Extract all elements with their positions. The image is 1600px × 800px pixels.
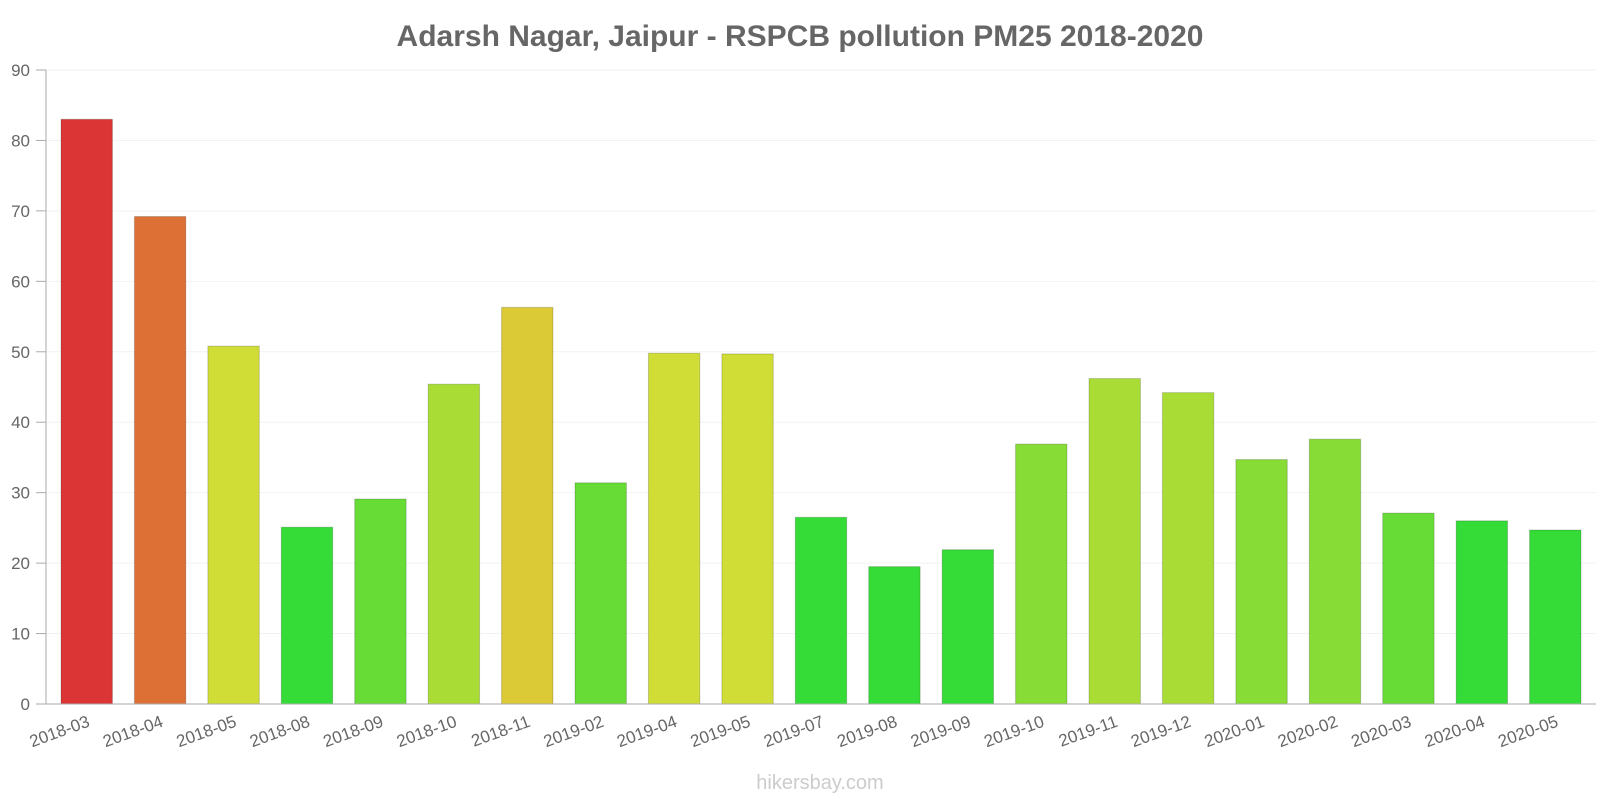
bar-2019-05[interactable]: [721, 353, 774, 705]
bar-2018-09[interactable]: [354, 498, 407, 705]
bar-2018-11[interactable]: [501, 306, 554, 705]
x-tick-label: 2018-04: [100, 712, 165, 751]
x-tick-label: 2019-10: [982, 712, 1047, 751]
x-tick-label: 2018-09: [321, 712, 386, 751]
y-tick-label: 10: [11, 625, 30, 644]
bar-2020-05[interactable]: [1529, 529, 1582, 705]
y-tick-label: 50: [11, 343, 30, 362]
bar-2019-07[interactable]: [794, 516, 848, 705]
y-tick-label: 30: [11, 484, 30, 503]
bar-2018-08[interactable]: [280, 526, 334, 705]
bar-2018-05[interactable]: [207, 345, 260, 705]
x-tick-label: 2019-08: [835, 712, 900, 751]
bars-group: [60, 118, 1582, 705]
y-tick-label: 90: [11, 61, 30, 80]
x-axis-ticks: 2018-03 2018-04 2018-05 2018-08 2018-09 2018-…: [27, 712, 1561, 751]
y-tick-label: 60: [11, 272, 30, 291]
bar-2019-10[interactable]: [1015, 443, 1068, 705]
x-tick-label: 2018-11: [469, 712, 533, 751]
bar-2020-04[interactable]: [1455, 520, 1509, 705]
bar-2020-01[interactable]: [1235, 459, 1288, 705]
x-tick-label: 2020-05: [1496, 712, 1561, 751]
x-tick-label: 2020-03: [1349, 712, 1414, 751]
bar-2019-02[interactable]: [574, 482, 627, 705]
x-tick-label: 2019-07: [761, 712, 826, 751]
bar-2019-04[interactable]: [647, 352, 701, 705]
x-tick-label: 2019-04: [614, 712, 679, 751]
y-axis-ticks: 0 10 20 30 40 50 60 70 80 90: [11, 61, 46, 714]
bar-2020-03[interactable]: [1382, 512, 1435, 705]
x-tick-label: 2019-12: [1128, 712, 1193, 751]
x-tick-label: 2020-01: [1202, 712, 1267, 751]
bar-2020-02[interactable]: [1308, 438, 1362, 705]
x-tick-label: 2019-02: [541, 712, 606, 751]
bar-2019-09[interactable]: [941, 549, 995, 705]
x-tick-label: 2020-04: [1422, 712, 1487, 751]
x-tick-label: 2018-10: [394, 712, 459, 751]
bar-2019-11[interactable]: [1088, 378, 1141, 705]
y-tick-label: 80: [11, 131, 30, 150]
y-tick-label: 0: [21, 695, 30, 714]
x-tick-label: 2018-05: [174, 712, 239, 751]
x-tick-label: 2019-09: [908, 712, 973, 751]
chart-title: Adarsh Nagar, Jaipur - RSPCB pollution P…: [397, 20, 1204, 53]
x-tick-label: 2019-11: [1056, 712, 1120, 751]
x-tick-label: 2020-02: [1275, 712, 1340, 751]
bar-2019-08[interactable]: [868, 566, 921, 705]
x-tick-label: 2018-03: [27, 712, 92, 751]
y-tick-label: 70: [11, 202, 30, 221]
credit-text: hikersbay.com: [756, 772, 883, 794]
bar-2018-04[interactable]: [133, 216, 187, 705]
x-tick-label: 2018-08: [247, 712, 312, 751]
x-tick-label: 2019-05: [688, 712, 753, 751]
y-tick-label: 20: [11, 554, 30, 573]
bar-2019-12[interactable]: [1161, 392, 1215, 705]
bar-2018-03[interactable]: [60, 118, 113, 705]
bar-2018-10[interactable]: [427, 383, 481, 705]
y-tick-label: 40: [11, 413, 30, 432]
